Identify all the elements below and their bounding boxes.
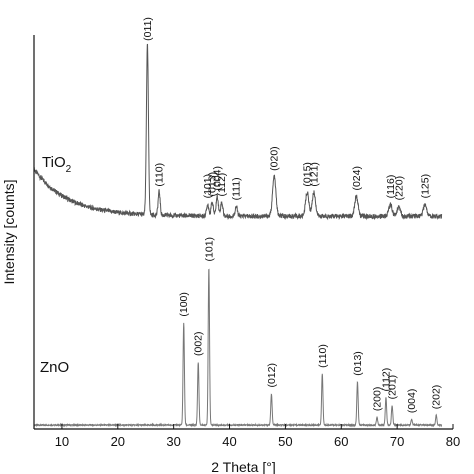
peak-label: (004) [406, 389, 418, 414]
peak-label: (111) [231, 177, 243, 200]
series-line-tio2 [33, 43, 443, 221]
x-tick-label: 10 [55, 434, 69, 449]
peak-label: (024) [351, 166, 363, 191]
x-tick-label: 70 [390, 434, 404, 449]
peak-label: (101) [202, 174, 214, 199]
peak-label: (020) [269, 146, 281, 171]
peak-label: (015) [302, 162, 314, 187]
peak-label: (013) [207, 172, 219, 197]
peak-label: (013) [352, 351, 364, 376]
peak-label: (201) [387, 375, 399, 400]
sample-label-tio2-main: TiO [42, 154, 66, 171]
series-line-zno [33, 268, 443, 428]
peak-label: (121) [308, 162, 320, 187]
sample-label-zno-main: ZnO [40, 359, 69, 376]
x-tick-label: 30 [166, 434, 180, 449]
sample-label-tio2-sub: 2 [66, 164, 72, 175]
peak-label: (110) [317, 344, 329, 368]
peak-label: (002) [193, 332, 205, 357]
peak-label: (220) [393, 176, 405, 201]
peak-label: (200) [372, 387, 384, 412]
plot-area: (011)(110) (101)(013)(004)(112) (111)(020)… [33, 17, 443, 428]
x-tick-label: 60 [334, 434, 348, 449]
peak-label: (116) [385, 175, 397, 199]
peak-label: (101) [203, 237, 215, 262]
peak-label: (011) [142, 17, 154, 41]
peak-label: (112) [216, 173, 228, 197]
peak-label: (004) [212, 166, 224, 191]
x-axis-ticks: 10 20 30 40 50 60 70 80 [55, 424, 460, 449]
sample-label-tio2: TiO2 [42, 154, 72, 175]
peak-label: (110) [154, 163, 166, 187]
peak-labels: (011)(110) (101)(013)(004)(112) (111)(020)… [142, 17, 443, 413]
x-tick-label: 20 [111, 434, 125, 449]
peak-label: (202) [431, 385, 443, 410]
x-tick-label: 80 [446, 434, 460, 449]
peak-label: (012) [266, 363, 278, 388]
x-tick-label: 50 [278, 434, 292, 449]
peak-label: (112) [380, 368, 392, 392]
peak-label: (125) [420, 174, 432, 199]
peak-label: (100) [178, 292, 190, 317]
y-axis-title: Intensity [counts] [1, 179, 17, 284]
x-axis-title: 2 Theta [°] [211, 459, 276, 474]
sample-label-zno: ZnO [40, 359, 69, 376]
x-tick-label: 40 [222, 434, 236, 449]
